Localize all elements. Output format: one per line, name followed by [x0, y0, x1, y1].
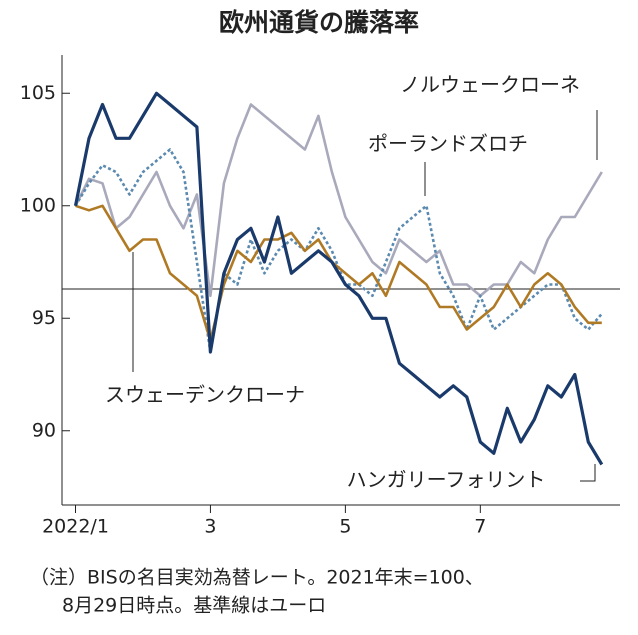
- series-label: ノルウェークローネ: [400, 73, 580, 97]
- x-tick-label: 5: [339, 516, 351, 538]
- y-tick-label: 90: [32, 419, 56, 441]
- series-label: スウェーデンクローナ: [105, 383, 305, 407]
- y-tick-label: 100: [20, 194, 56, 216]
- x-tick-label: 7: [474, 516, 486, 538]
- x-tick-label: 3: [204, 516, 216, 538]
- series-label: ハンガリーフォリント: [347, 468, 546, 492]
- series-line: [74, 148, 603, 354]
- y-tick-label: 105: [20, 82, 56, 104]
- series-line: [75, 204, 602, 343]
- note: 8月29日時点。基準線はユーロ: [62, 595, 326, 617]
- chart-title: 欧州通貨の騰落率: [219, 8, 419, 37]
- series-line: [74, 103, 603, 298]
- series-line: [73, 91, 604, 466]
- leader-line: [580, 464, 596, 482]
- series-label: ポーランドズロチ: [368, 132, 528, 156]
- note: （注）BISの名目実効為替レート。2021年末=100、: [30, 567, 484, 589]
- y-tick-label: 95: [32, 307, 56, 329]
- x-tick-label: 2022/1: [42, 516, 109, 538]
